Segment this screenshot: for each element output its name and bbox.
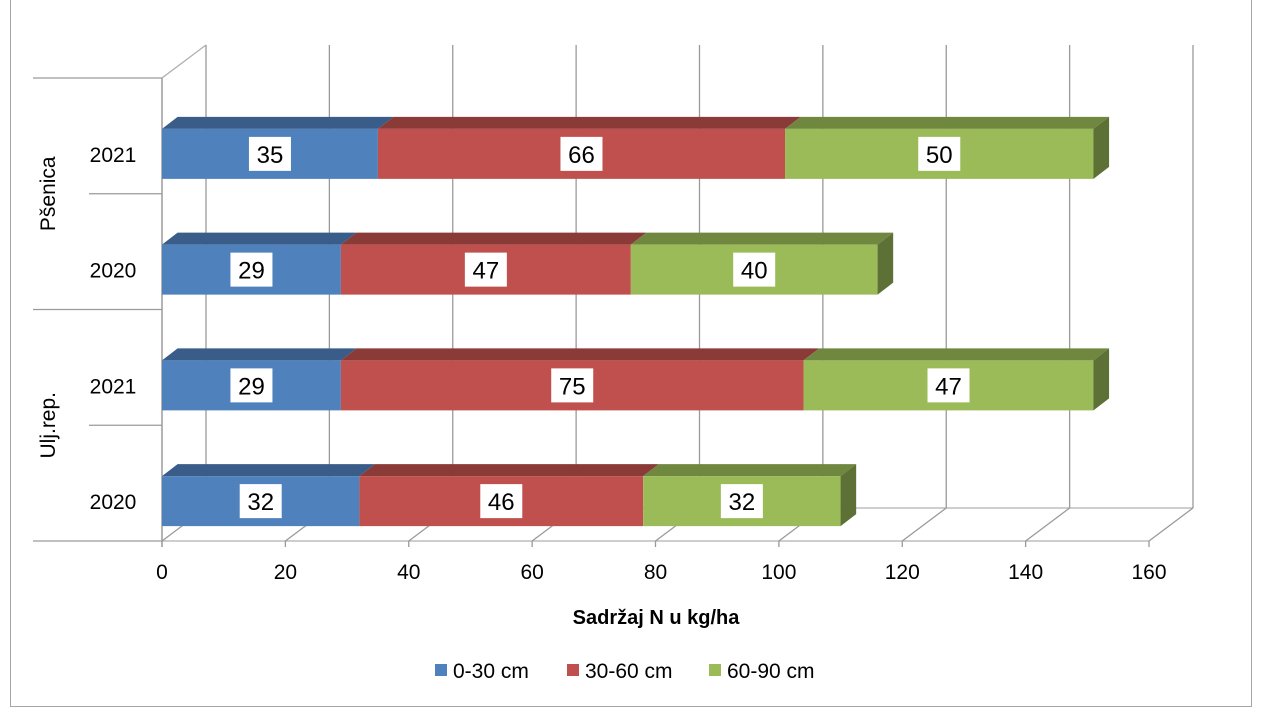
- data-label-text: 75: [559, 373, 586, 400]
- x-tick-label: 140: [1008, 561, 1043, 584]
- stacked-bar-chart: 0 20 40 60 80 100 120 140 160 2021 2020 Pšenica 2021…: [33, 44, 1194, 683]
- category-label: 2021: [90, 375, 137, 398]
- data-label-box: [230, 368, 273, 403]
- data-label: 50: [918, 136, 961, 171]
- x-tick-label: 60: [520, 561, 543, 584]
- data-label: 29: [230, 368, 273, 403]
- legend: 0-30 cm 30-60 cm 60-90 cm: [435, 660, 815, 683]
- legend-swatch: [435, 664, 447, 676]
- group-label: Pšenica: [37, 156, 60, 231]
- data-label-text: 32: [729, 489, 756, 516]
- data-label-text: 32: [247, 489, 274, 516]
- group-label: Ulj.rep.: [37, 392, 60, 459]
- bar-top-face: [162, 348, 357, 361]
- bar-side-face: [877, 232, 894, 295]
- data-label: 46: [480, 484, 523, 519]
- floor-gridline: [901, 507, 947, 542]
- bar-top-face: [162, 232, 357, 245]
- data-label-text: 35: [257, 142, 284, 169]
- data-label: 29: [230, 252, 273, 287]
- data-label: 40: [733, 252, 776, 287]
- x-tick-label: 80: [644, 561, 667, 584]
- bar-top-face: [340, 348, 820, 361]
- bar-side-face: [1093, 348, 1110, 411]
- x-tick-label: 0: [156, 561, 168, 584]
- data-label-text: 47: [473, 258, 500, 285]
- legend-label: 60-90 cm: [727, 660, 815, 683]
- bar-top-face: [377, 116, 801, 129]
- bar-top-face: [162, 464, 375, 477]
- data-label-text: 29: [238, 258, 265, 285]
- data-label: 47: [927, 368, 970, 403]
- data-label-text: 47: [935, 373, 962, 400]
- data-label: 35: [248, 136, 291, 171]
- data-label-box: [918, 136, 961, 171]
- data-label-box: [733, 252, 776, 287]
- x-tick-label: 160: [1131, 561, 1166, 584]
- data-label-box: [230, 252, 273, 287]
- data-label: 75: [551, 368, 594, 403]
- data-label-text: 46: [488, 489, 515, 516]
- floor-gridline: [1148, 507, 1194, 542]
- data-label: 66: [560, 136, 603, 171]
- legend-swatch: [567, 664, 579, 676]
- data-label-text: 66: [568, 142, 595, 169]
- bar-top-face: [162, 116, 394, 129]
- category-label: 2020: [90, 491, 137, 514]
- data-label-box: [480, 484, 523, 519]
- data-label-text: 40: [741, 258, 768, 285]
- bar-top-face: [359, 464, 659, 477]
- bar-top-face: [643, 464, 857, 477]
- x-axis-title: Sadržaj N u kg/ha: [573, 607, 741, 629]
- data-label-box: [927, 368, 970, 403]
- data-label-box: [551, 368, 594, 403]
- legend-swatch: [709, 664, 721, 676]
- data-label-text: 29: [238, 373, 265, 400]
- x-tick-label: 20: [274, 561, 297, 584]
- x-tick-label: 100: [761, 561, 796, 584]
- data-label-box: [248, 136, 291, 171]
- bar-side-face: [840, 464, 857, 527]
- bar-side-face: [1093, 116, 1110, 179]
- legend-label: 0-30 cm: [453, 660, 529, 683]
- bar-top-face: [785, 116, 1110, 129]
- bar-top-face: [803, 348, 1110, 361]
- data-label-box: [560, 136, 603, 171]
- data-label-box: [239, 484, 282, 519]
- category-label: 2020: [90, 260, 137, 283]
- data-label: 32: [720, 484, 763, 519]
- bar-top-face: [340, 232, 647, 245]
- x-tick-label: 120: [885, 561, 920, 584]
- category-label: 2021: [90, 144, 137, 167]
- chart-frame: 0 20 40 60 80 100 120 140 160 2021 2020 Pšenica 2021…: [10, 0, 1252, 707]
- data-label: 47: [464, 252, 507, 287]
- data-label-text: 50: [926, 142, 953, 169]
- floor-gridline: [1025, 507, 1071, 542]
- legend-label: 30-60 cm: [585, 660, 673, 683]
- x-tick-label: 40: [397, 561, 420, 584]
- data-label-box: [464, 252, 507, 287]
- bar-top-face: [630, 232, 894, 245]
- data-label: 32: [239, 484, 282, 519]
- data-label-box: [720, 484, 763, 519]
